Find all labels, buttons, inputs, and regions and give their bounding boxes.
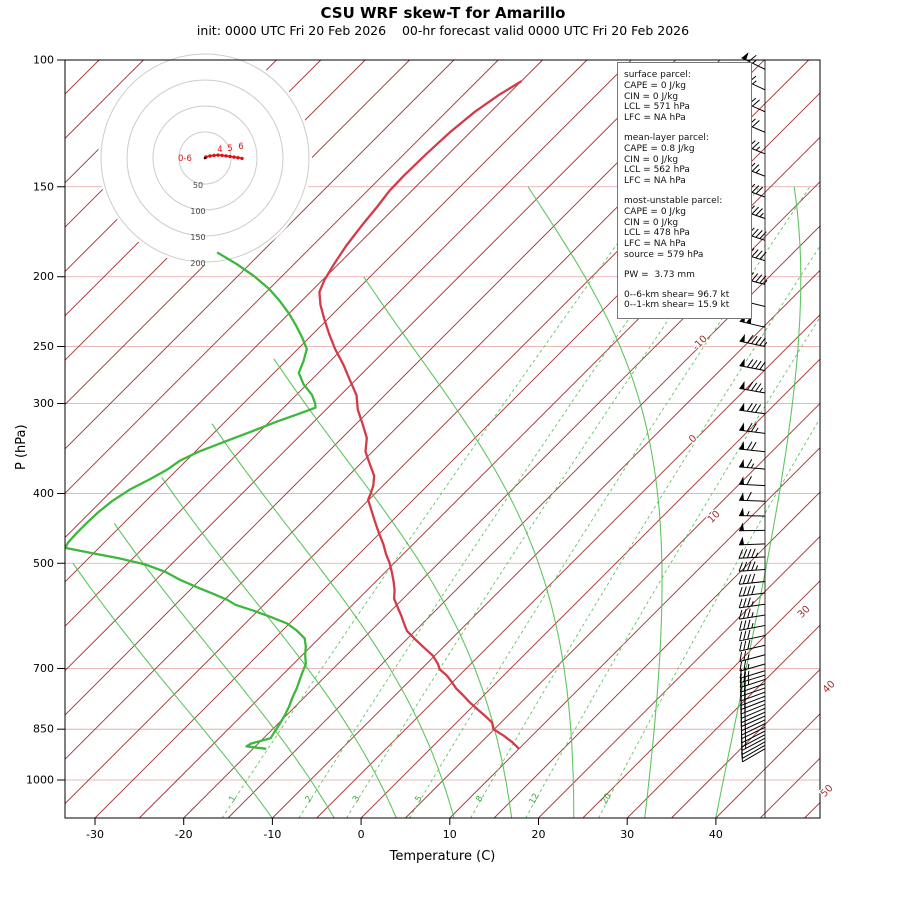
hodograph-height-label: 0-6: [178, 154, 192, 164]
isotherm-label: -10: [691, 334, 710, 353]
info-section-title: surface parcel:: [624, 70, 691, 80]
info-line: LFC = NA hPa: [624, 239, 686, 250]
parcel-info-box: surface parcel: CAPE = 0 J/kg CIN = 0 J/kg…: [617, 62, 752, 320]
moist-adiabats: [72, 186, 802, 818]
temp-tick-label: 40: [709, 828, 723, 841]
hodograph-height-label: 5: [227, 144, 232, 154]
info-line: CIN = 0 J/kg: [624, 91, 679, 102]
temp-tick-label: -30: [86, 828, 104, 841]
pw-value: PW = 3.73 mm: [624, 269, 695, 280]
y-axis-label: P (hPa): [14, 424, 29, 470]
isotherm-label: 10: [706, 509, 723, 526]
pressure-tick-label: 400: [33, 487, 54, 500]
page-title: CSU WRF skew-T for Amarillo: [320, 4, 566, 22]
info-line: CAPE = 0 J/kg: [624, 206, 687, 217]
pressure-tick-label: 200: [33, 270, 54, 283]
info-line: CAPE = 0 J/kg: [624, 80, 687, 91]
info-line: CIN = 0 J/kg: [624, 154, 679, 165]
temp-tick-label: 10: [443, 828, 457, 841]
isotherm-label: 40: [821, 679, 838, 696]
pressure-tick-label: 500: [33, 557, 54, 570]
mixing-ratio-label: 5: [413, 794, 424, 804]
info-line: LFC = NA hPa: [624, 176, 686, 187]
info-section-title: most-unstable parcel:: [624, 195, 723, 206]
hodograph-height-label: 4: [217, 145, 222, 155]
chart-subtitle: init: 0000 UTC Fri 20 Feb 2026 00-hr for…: [196, 23, 690, 38]
info-line: CIN = 0 J/kg: [624, 217, 679, 228]
mixing-ratio-label: 8: [474, 794, 485, 804]
temp-tick-label: 20: [532, 828, 546, 841]
hodograph: 50 100 150 200 0-6 4 5 6: [98, 51, 312, 268]
isotherm-label: 50: [819, 783, 836, 800]
pressure-tick-label: 250: [33, 340, 54, 353]
mixing-ratio-label: 20: [600, 792, 614, 806]
temp-tick-label: -10: [263, 828, 281, 841]
info-line: source = 579 hPa: [624, 249, 704, 260]
hodograph-ring-label: 200: [190, 259, 205, 268]
temp-tick-label: 0: [358, 828, 365, 841]
info-line: LCL = 562 hPa: [624, 165, 690, 176]
info-line: LFC = NA hPa: [624, 113, 686, 124]
hodograph-ring-label: 50: [193, 181, 203, 190]
info-line: CAPE = 0.8 J/kg: [624, 143, 695, 154]
isotherm-label: 30: [796, 604, 813, 621]
pressure-tick-label: 100: [33, 54, 54, 67]
shear-value: 0--1-km shear= 15.9 kt: [624, 300, 730, 311]
mixing-ratio-label: 1: [227, 794, 238, 804]
isotherm-label: 0: [687, 433, 699, 445]
shear-value: 0--6-km shear= 96.7 kt: [624, 289, 730, 300]
hodograph-trace: [205, 154, 243, 160]
mixing-ratio-label: 12: [528, 792, 542, 806]
pressure-tick-label: 300: [33, 397, 54, 410]
info-line: LCL = 478 hPa: [624, 228, 690, 239]
hodograph-ring-label: 150: [190, 233, 205, 242]
temperature-trace: [318, 80, 523, 750]
mixing-ratio-labels: 1 2 3 5 8 12 20: [227, 792, 614, 806]
info-line: LCL = 571 hPa: [624, 102, 690, 113]
hodograph-height-label: 6: [238, 142, 243, 152]
temp-tick-label: -20: [175, 828, 193, 841]
pressure-tick-label: 150: [33, 180, 54, 193]
pressure-tick-label: 850: [33, 723, 54, 736]
pressure-tick-label: 700: [33, 662, 54, 675]
mixing-ratio-label: 2: [304, 794, 315, 804]
pressure-tick-label: 1000: [26, 774, 54, 787]
hodograph-ring-label: 100: [190, 207, 205, 216]
info-section-title: mean-layer parcel:: [624, 132, 709, 143]
mixing-ratio-label: 3: [351, 794, 362, 804]
plot-border: [64, 59, 821, 819]
temp-tick-label: 30: [620, 828, 634, 841]
x-axis-label: Temperature (C): [389, 849, 496, 864]
